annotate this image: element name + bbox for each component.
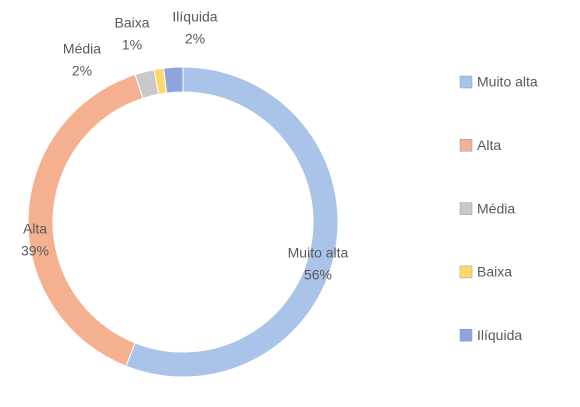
data-label-category: Alta: [23, 221, 47, 237]
legend-label: Baixa: [477, 264, 512, 280]
data-label-value: 39%: [21, 243, 49, 259]
legend-label: Ilíquida: [477, 327, 522, 343]
legend-swatch: [459, 75, 473, 89]
legend-swatch: [459, 202, 473, 215]
data-label-category: Ilíquida: [172, 9, 217, 25]
legend-label: Alta: [477, 137, 501, 153]
legend-label: Média: [477, 200, 515, 216]
donut-slice: [125, 66, 339, 378]
data-label-value: 1%: [122, 37, 142, 53]
data-label-category: Muito alta: [288, 245, 349, 261]
legend-swatch: [459, 265, 473, 279]
data-label-value: 2%: [72, 63, 92, 79]
donut-slice: [163, 66, 184, 94]
data-label-category: Média: [63, 41, 101, 57]
legend-swatch: [459, 139, 473, 152]
data-label-value: 56%: [304, 267, 332, 283]
data-label-value: 2%: [185, 31, 205, 47]
legend-swatch: [459, 328, 473, 342]
data-label-category: Baixa: [114, 15, 149, 31]
legend-label: Muito alta: [477, 74, 538, 90]
